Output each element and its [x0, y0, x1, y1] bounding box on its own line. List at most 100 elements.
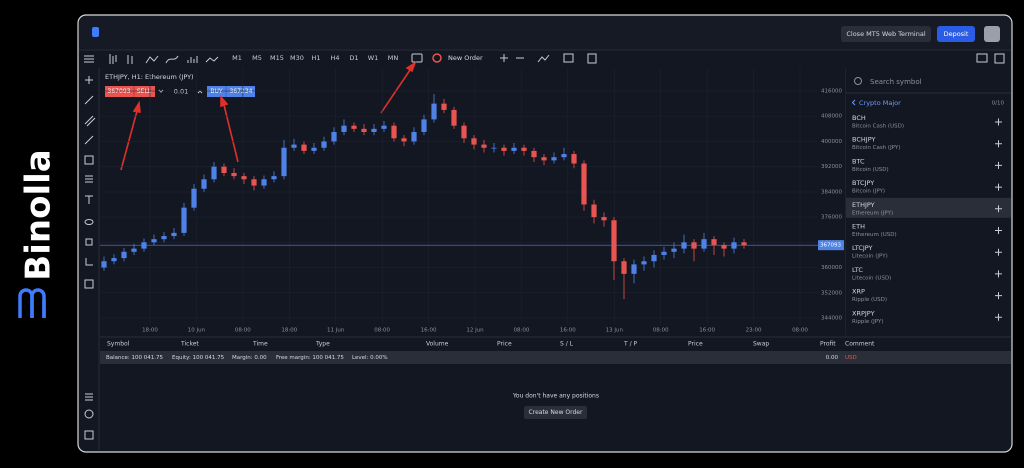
add-symbol[interactable]: [995, 183, 1002, 191]
new-order-icon[interactable]: [432, 53, 442, 63]
create-order-label[interactable]: Create New Order: [529, 409, 583, 416]
search-input[interactable]: Search symbol: [870, 78, 922, 86]
symbol-name[interactable]: BCH: [852, 114, 866, 122]
timeframe[interactable]: M1: [232, 54, 242, 62]
add-symbol[interactable]: [995, 161, 1002, 169]
timeframe[interactable]: W1: [368, 54, 379, 62]
add-symbol[interactable]: [995, 248, 1002, 256]
candle-body: [671, 248, 677, 252]
y-tick-label: 360000: [821, 265, 842, 271]
x-tick-label: 08:00: [513, 328, 529, 334]
candle-body: [211, 166, 217, 180]
symbol-description[interactable]: Litecoin (JPY): [852, 254, 888, 260]
sell-button[interactable]: [105, 86, 155, 97]
add-symbol[interactable]: [995, 227, 1002, 234]
create-order-button[interactable]: [524, 406, 587, 419]
annotation-arrows: [120, 61, 417, 171]
candle-body: [701, 239, 707, 249]
close-button-label[interactable]: Close MT5 Web Terminal: [846, 30, 925, 38]
timeframe[interactable]: D1: [349, 54, 358, 62]
symbol-description[interactable]: Bitcoin Cash (JPY): [852, 145, 900, 151]
candle-body: [291, 144, 297, 148]
deposit-button-label[interactable]: Deposit: [944, 30, 969, 38]
equity: Equity: 100 041.75: [172, 355, 225, 361]
buy-button[interactable]: [207, 86, 255, 97]
symbol-count: 0/10: [992, 101, 1005, 107]
symbol-group[interactable]: Crypto Major: [859, 99, 901, 107]
new-order[interactable]: New Order: [448, 54, 483, 62]
timeframe[interactable]: M15: [270, 54, 284, 62]
symbol-name[interactable]: ETH: [852, 223, 865, 231]
margin-level: Level: 0.00%: [352, 355, 388, 361]
timeframe[interactable]: H4: [330, 54, 339, 62]
zoom-icons[interactable]: [500, 54, 524, 62]
y-tick-label: 408000: [821, 114, 842, 120]
volume[interactable]: 0.01: [174, 88, 188, 96]
timeframe[interactable]: M5: [252, 54, 262, 62]
volume-down[interactable]: [158, 89, 164, 93]
add-symbol[interactable]: [995, 118, 1002, 126]
y-tick-label: 344000: [821, 315, 842, 321]
top-bar: [79, 16, 1011, 49]
account-summary: [100, 351, 1011, 364]
candle-body: [711, 239, 717, 246]
candle-body: [301, 144, 307, 151]
y-tick-label: 400000: [821, 139, 842, 145]
x-tick-label: 13 Jun: [606, 328, 624, 334]
candle-body: [281, 147, 287, 177]
timeframe[interactable]: H1: [311, 54, 320, 62]
symbol-description[interactable]: Ripple (JPY): [852, 319, 883, 325]
add-symbol[interactable]: [995, 292, 1002, 300]
add-symbol[interactable]: [995, 140, 1002, 148]
symbol-description[interactable]: Bitcoin (JPY): [852, 189, 885, 195]
symbol-name[interactable]: BCHJPY: [852, 136, 875, 144]
close-button[interactable]: [841, 26, 931, 42]
candle-body: [661, 251, 667, 255]
symbol-name[interactable]: XRPJPY: [852, 309, 875, 317]
symbol-description[interactable]: Bitcoin (USD): [852, 167, 889, 173]
candle-body: [421, 119, 427, 132]
symbol-name[interactable]: ETHJPY: [852, 201, 875, 209]
symbol-name[interactable]: BTCJPY: [852, 179, 874, 187]
symbol-name[interactable]: LTC: [852, 266, 863, 274]
symbol-name[interactable]: BTC: [852, 157, 865, 165]
deposit-button[interactable]: [937, 26, 975, 42]
timeframe[interactable]: M30: [290, 54, 304, 62]
sell-label[interactable]: SELL: [137, 88, 152, 95]
x-tick-label: 16:00: [421, 328, 437, 334]
y-tick-label: 416000: [821, 89, 842, 95]
screenshot-icon[interactable]: [411, 53, 423, 63]
bid-price[interactable]: 367093: [108, 88, 131, 95]
symbol-name[interactable]: XRP: [852, 288, 865, 296]
buy-label[interactable]: BUY: [210, 88, 223, 95]
symbol-description[interactable]: Ethereum (JPY): [852, 210, 893, 216]
timeframe[interactable]: MN: [388, 54, 399, 62]
y-tick-label: 376000: [821, 215, 842, 221]
add-symbol[interactable]: [995, 205, 1002, 213]
add-symbol[interactable]: [995, 313, 1002, 321]
menu-icon[interactable]: [84, 55, 94, 63]
add-symbol[interactable]: [995, 270, 1002, 278]
candle-body: [101, 261, 107, 268]
drawing-tools[interactable]: [84, 76, 96, 440]
symbol-description[interactable]: Ripple (USD): [852, 297, 887, 303]
candle-body: [631, 264, 637, 274]
symbol-description[interactable]: Ethereum (USD): [852, 232, 897, 238]
candle-body: [191, 188, 197, 208]
profit: 0.00: [826, 355, 839, 361]
tool-icons[interactable]: [537, 53, 1005, 64]
symbol-description[interactable]: Litecoin (USD): [852, 275, 891, 281]
candle-body: [121, 251, 127, 259]
avatar[interactable]: [984, 26, 1000, 42]
free-margin: Free margin: 100 041.75: [276, 355, 344, 361]
back-icon[interactable]: [851, 99, 856, 106]
chart-type-icons[interactable]: [109, 54, 219, 64]
candle-body: [471, 138, 477, 145]
symbol-name[interactable]: LTCJPY: [852, 244, 873, 252]
x-tick-label: 08:00: [792, 328, 808, 334]
empty-message: You don't have any positions: [512, 393, 599, 400]
ask-price[interactable]: 367234: [230, 88, 253, 95]
candle-body: [431, 103, 437, 120]
symbol-description[interactable]: Bitcoin Cash (USD): [852, 124, 904, 130]
